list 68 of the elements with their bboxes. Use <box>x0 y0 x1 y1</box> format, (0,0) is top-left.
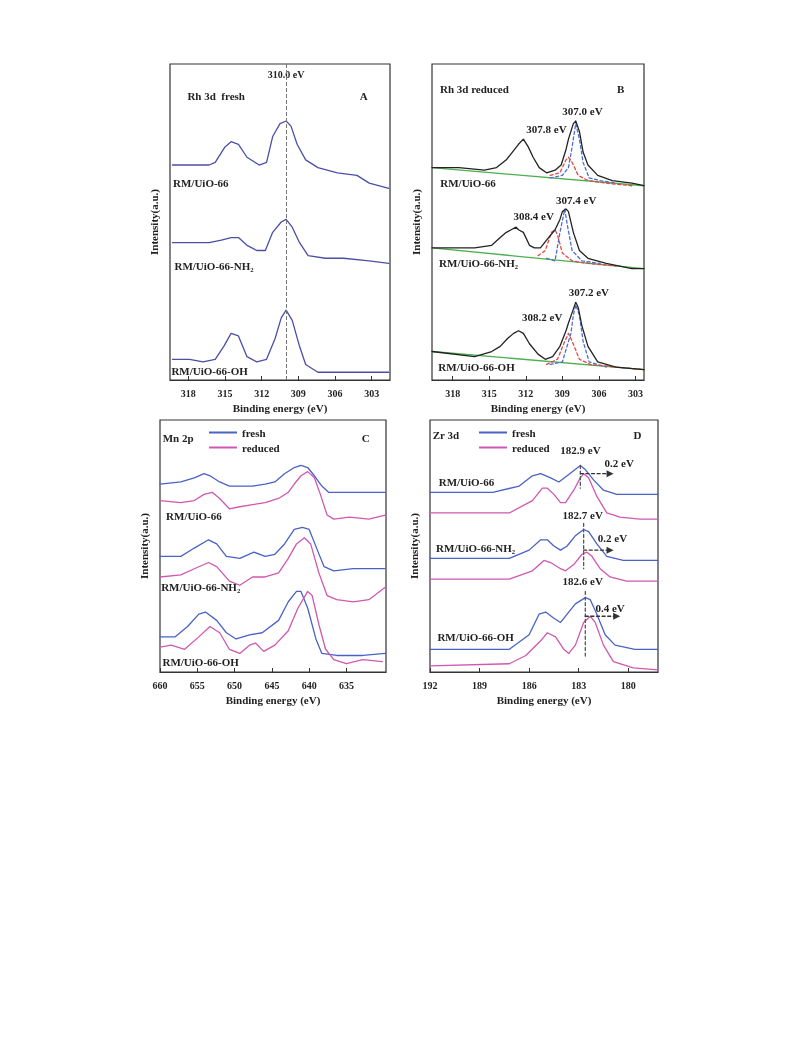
x-tick-label: 189 <box>472 679 488 691</box>
y-axis-title: Intensity(a.u.) <box>410 188 423 256</box>
x-tick-label: 306 <box>327 387 343 399</box>
annotation: RM/UiO-66-OH <box>438 361 516 374</box>
x-tick-label: 186 <box>521 679 537 691</box>
annotation: RM/UiO-66-OH <box>162 655 240 668</box>
x-tick-label: 650 <box>227 679 243 691</box>
text: D <box>633 429 642 442</box>
x-tick-label: 303 <box>364 387 380 399</box>
annotation: 0.2 eV <box>604 457 634 470</box>
text: Rh 3d reduced <box>439 83 509 96</box>
x-tick-label: 318 <box>445 387 461 399</box>
annotation: RM/UiO-66 <box>440 177 497 190</box>
x-tick-label: 635 <box>338 679 354 691</box>
legend-label: fresh <box>512 426 536 439</box>
x-tick-label: 180 <box>620 679 636 691</box>
text: C <box>361 431 370 444</box>
annotation: 307.2 eV <box>568 285 610 298</box>
text: A <box>359 89 368 102</box>
x-tick-label: 640 <box>301 679 317 691</box>
x-axis-title: Binding energy (eV) <box>232 402 328 416</box>
text: Zr 3d <box>432 429 460 442</box>
x-tick-label: 315 <box>481 387 497 399</box>
x-tick-label: 312 <box>254 387 270 399</box>
annotation: 182.6 eV <box>562 575 603 588</box>
y-axis-title: Intensity(a.u.) <box>408 512 421 580</box>
text: 182.9 eV <box>560 444 601 457</box>
legend-label: fresh <box>242 426 266 439</box>
legend-label: reduced <box>512 441 550 454</box>
ref-line-label: 310.0 eV <box>267 68 306 80</box>
x-axis-title: Binding energy (eV) <box>490 402 586 416</box>
legend-label: reduced <box>242 441 280 454</box>
x-tick-label: 192 <box>422 679 438 691</box>
x-tick-label: 660 <box>152 679 168 691</box>
annotation: 0.4 eV <box>595 601 625 614</box>
text: B <box>617 83 626 96</box>
x-tick-label: 645 <box>264 679 280 691</box>
annotation: 307.4 eV <box>556 193 597 206</box>
annotation: 308.4 eV <box>513 209 554 222</box>
annotation: RM/UiO-66-NH₂ <box>161 581 241 594</box>
x-tick-label: 306 <box>591 387 607 399</box>
x-tick-label: 655 <box>189 679 205 691</box>
annotation: 307.8 eV <box>526 122 567 135</box>
text: Mn 2p <box>162 431 194 444</box>
x-tick-label: 309 <box>290 387 306 399</box>
annotation: RM/UiO-66 <box>438 475 495 488</box>
annotation: RM/UiO-66-OH <box>437 630 515 643</box>
y-axis-title: Intensity(a.u.) <box>138 512 151 580</box>
annotation: RM/UiO-66 <box>166 509 223 522</box>
annotation: RM/UiO-66-NH₂ <box>439 257 519 270</box>
text: Rh 3d fresh <box>187 89 245 102</box>
x-axis-title: Binding energy (eV) <box>225 694 321 708</box>
annotation: RM/UiO-66-OH <box>171 365 249 378</box>
annotation: RM/UiO-66-NH₂ <box>174 260 255 273</box>
x-tick-label: 315 <box>217 387 233 399</box>
annotation: 0.2 eV <box>597 532 628 545</box>
x-tick-label: 312 <box>518 387 534 399</box>
x-axis-title: Binding energy (eV) <box>496 694 592 708</box>
x-tick-label: 309 <box>554 387 570 399</box>
annotation: 182.7 eV <box>562 509 603 521</box>
annotation: RM/UiO-66 <box>173 176 230 189</box>
annotation: 308.2 eV <box>522 310 563 323</box>
text: 307.0 eV <box>562 105 603 118</box>
x-tick-label: 183 <box>571 679 587 691</box>
x-tick-label: 318 <box>180 387 196 399</box>
x-tick-label: 303 <box>627 387 643 399</box>
annotation: RM/UiO-66-NH₂ <box>436 542 516 555</box>
y-axis-title: Intensity(a.u.) <box>148 188 161 256</box>
